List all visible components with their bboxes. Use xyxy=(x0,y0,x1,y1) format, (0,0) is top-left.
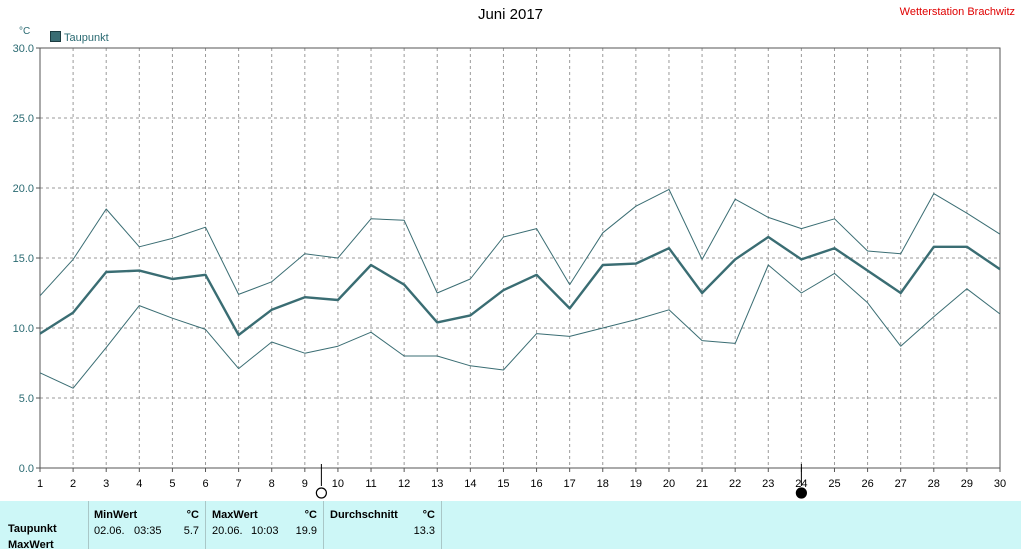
avg-unit-header: °C xyxy=(422,509,435,521)
min-date: 02.06. xyxy=(94,525,125,537)
full-moon-icon xyxy=(315,487,327,499)
x-tick-label: 15 xyxy=(497,478,509,490)
stats-row-label: Taupunkt xyxy=(8,523,57,535)
x-tick-label: 6 xyxy=(202,478,208,490)
series-line-mean xyxy=(39,235,1001,337)
x-tick-label: 7 xyxy=(236,478,242,490)
min-time: 03:35 xyxy=(134,525,162,537)
x-tick-label: 5 xyxy=(169,478,175,490)
stats-avg-column: Durchschnitt °C 13.3 xyxy=(324,501,442,549)
x-tick-label: 27 xyxy=(895,478,907,490)
chart-canvas: 0.05.010.015.020.025.030.01 2 3 4 5 6 7 8 9 10 11 1… xyxy=(13,43,1007,499)
max-value: 19.9 xyxy=(295,525,317,537)
x-tick-label: 14 xyxy=(464,478,476,490)
y-tick-label: 20.0 xyxy=(13,183,34,195)
y-tick-label: 25.0 xyxy=(13,113,34,125)
y-tick-label: 0.0 xyxy=(19,463,34,475)
legend-swatch xyxy=(50,31,61,42)
max-unit-header: °C xyxy=(304,509,317,521)
x-tick-label: 13 xyxy=(431,478,443,490)
legend: Taupunkt xyxy=(50,31,109,44)
grid-lines xyxy=(40,48,1000,468)
stats-row-label-cut: MaxWert xyxy=(8,539,54,551)
max-time: 10:03 xyxy=(251,525,279,537)
x-tick-label: 10 xyxy=(332,478,344,490)
x-tick-label: 25 xyxy=(828,478,840,490)
x-tick-label: 19 xyxy=(630,478,642,490)
tick-labels: 0.05.010.015.020.025.030.01 2 3 4 5 6 7 8 9 10 11 1… xyxy=(13,43,1007,490)
data-series xyxy=(39,188,1001,389)
new-moon-icon xyxy=(795,487,807,499)
stats-label-column: Taupunkt MaxWert xyxy=(0,501,89,551)
x-tick-label: 1 xyxy=(37,478,43,490)
max-date: 20.06. xyxy=(212,525,243,537)
min-header: MinWert xyxy=(94,509,138,521)
x-tick-label: 18 xyxy=(597,478,609,490)
x-tick-label: 29 xyxy=(961,478,973,490)
x-tick-label: 11 xyxy=(365,478,376,490)
chart-title: Juni 2017 xyxy=(477,6,544,23)
x-tick-label: 26 xyxy=(861,478,873,490)
y-tick-label: 5.0 xyxy=(19,393,34,405)
x-tick-label: 23 xyxy=(762,478,774,490)
chart-axes xyxy=(36,47,1001,472)
x-tick-label: 3 xyxy=(103,478,109,490)
station-name: Wetterstation Brachwitz xyxy=(899,6,1015,18)
x-tick-label: 30 xyxy=(994,478,1006,490)
avg-header: Durchschnitt xyxy=(330,509,398,521)
statistics-table: Taupunkt MaxWert MinWert °C 02.06. 03:35… xyxy=(0,501,1021,551)
x-tick-label: 17 xyxy=(564,478,576,490)
stats-min-column: MinWert °C 02.06. 03:35 5.7 xyxy=(89,501,206,549)
y-tick-label: 10.0 xyxy=(13,323,34,335)
x-tick-label: 20 xyxy=(663,478,675,490)
y-tick-label: 30.0 xyxy=(13,43,34,55)
x-tick-label: 12 xyxy=(398,478,410,490)
x-tick-label: 16 xyxy=(530,478,542,490)
x-tick-label: 4 xyxy=(136,478,142,490)
min-unit-header: °C xyxy=(186,509,199,521)
x-tick-label: 8 xyxy=(269,478,275,490)
legend-label: Taupunkt xyxy=(64,32,109,44)
x-tick-label: 22 xyxy=(729,478,741,490)
min-value: 5.7 xyxy=(183,525,199,537)
moon-phase-markers xyxy=(315,464,807,499)
x-tick-label: 28 xyxy=(928,478,940,490)
max-header: MaxWert xyxy=(212,509,258,521)
avg-value: 13.3 xyxy=(413,525,435,537)
y-axis-unit: °C xyxy=(19,26,31,37)
x-tick-label: 21 xyxy=(696,478,708,490)
stats-max-column: MaxWert °C 20.06. 10:03 19.9 xyxy=(206,501,324,549)
x-tick-label: 9 xyxy=(302,478,308,490)
series-line-max xyxy=(39,188,1001,297)
y-tick-label: 15.0 xyxy=(13,253,34,265)
series-line-min xyxy=(39,264,1001,389)
x-tick-label: 2 xyxy=(70,478,76,490)
